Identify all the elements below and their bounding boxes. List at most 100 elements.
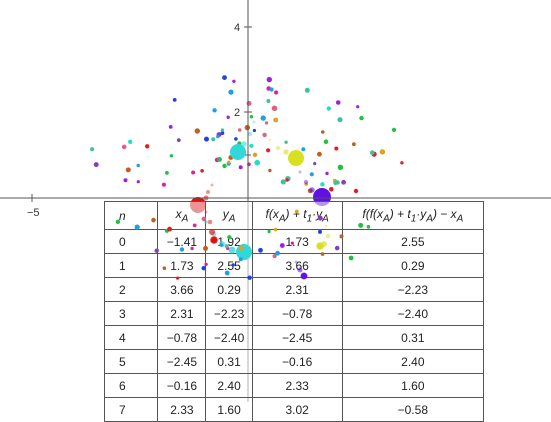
scatter-dot <box>211 137 216 142</box>
scatter-dot <box>220 131 225 136</box>
scatter-dot <box>145 144 150 149</box>
scatter-dot <box>304 182 309 186</box>
scatter-dot <box>280 179 286 185</box>
scatter-dot <box>234 137 238 141</box>
table-cell: 1 <box>103 253 159 278</box>
table-cell: 3.66 <box>157 277 207 302</box>
scatter-dot <box>228 89 234 95</box>
trail-dot <box>303 179 309 185</box>
trail-dot <box>309 187 315 193</box>
table-row: 7 2.33 1.60 3.02 −0.58 <box>103 397 485 422</box>
scatter-dot <box>90 147 95 152</box>
scatter-dot <box>353 188 359 194</box>
scatter-dot <box>125 167 131 173</box>
table-cell: −2.40 <box>341 301 485 326</box>
col-header-f-plus-t: f(xA) + t1·yA <box>251 201 343 230</box>
table-cell: 3.02 <box>251 397 343 422</box>
table-cell: 1.60 <box>341 373 485 398</box>
scatter-dot <box>334 146 339 151</box>
scatter-dot <box>391 127 397 132</box>
scatter-dot <box>284 140 288 144</box>
table-cell: 2.40 <box>341 349 485 374</box>
table-row: 3 2.31 −2.23 −0.78 −2.40 <box>103 301 485 326</box>
scatter-dot <box>400 161 404 165</box>
col-header-n: n <box>103 201 159 230</box>
scatter-dot <box>244 124 250 131</box>
table-cell: 1.60 <box>205 397 253 422</box>
trail-dot <box>252 120 256 124</box>
scatter-dot <box>266 76 272 83</box>
table-cell: −0.58 <box>341 397 485 422</box>
scatter-dot <box>274 90 279 95</box>
scatter-dot <box>252 152 258 157</box>
scatter-dot <box>337 164 344 170</box>
scatter-dot <box>359 115 364 121</box>
table-cell: 3.66 <box>251 253 343 278</box>
table-cell: 2.55 <box>205 253 253 278</box>
scatter-dot <box>273 117 279 123</box>
scatter-dot <box>301 147 306 152</box>
table-cell: 2.33 <box>251 373 343 398</box>
table-cell: 5 <box>103 349 159 374</box>
table-cell: 2 <box>103 277 159 302</box>
table-row: 1 1.73 2.55 3.66 0.29 <box>103 253 485 278</box>
x-tick-label: −5 <box>27 207 40 219</box>
scatter-dot <box>165 171 169 175</box>
scatter-dot <box>262 132 267 138</box>
table-cell: 0.29 <box>205 277 253 302</box>
table-cell: −0.78 <box>157 325 207 350</box>
trail-dot <box>268 138 272 142</box>
trail-dot <box>298 170 302 174</box>
scatter-dot <box>379 149 386 155</box>
scatter-dot <box>260 115 266 121</box>
scatter-dot <box>352 142 356 147</box>
scatter-dot <box>266 148 271 153</box>
table-cell: 0.31 <box>341 325 485 350</box>
table-row: 4 −0.78 −2.40 −2.45 0.31 <box>103 325 485 350</box>
scatter-dot <box>249 115 254 119</box>
table-row: 5 −2.45 0.31 −0.16 2.40 <box>103 349 485 374</box>
scatter-dot <box>264 121 269 125</box>
scatter-dot <box>200 169 204 173</box>
scatter-dot <box>93 162 99 168</box>
trail-blob <box>230 144 246 160</box>
scatter-dot <box>266 99 271 103</box>
scatter-dot <box>169 154 174 158</box>
scatter-dot <box>161 182 166 187</box>
trail-dot <box>210 183 214 187</box>
trail-dot <box>247 131 253 137</box>
scatter-dot <box>320 182 325 187</box>
y-tick-label-4: 4 <box>234 22 240 34</box>
scatter-dot <box>217 157 222 162</box>
scatter-dot <box>222 75 227 80</box>
scatter-dot <box>194 128 200 134</box>
scatter-dot <box>176 138 181 143</box>
scatter-dot <box>172 98 177 102</box>
scatter-dot <box>232 79 236 84</box>
table-cell: 6 <box>103 373 159 398</box>
trail-dot <box>283 149 289 155</box>
table-cell: 2.31 <box>157 301 207 326</box>
table-cell: −0.16 <box>157 373 207 398</box>
scatter-dot <box>341 179 346 185</box>
table-cell: 2.55 <box>341 229 485 254</box>
col-header-xa: xA <box>157 201 207 230</box>
table-cell: 2.33 <box>157 397 207 422</box>
scatter-dot <box>238 165 243 170</box>
scatter-dot <box>321 130 325 134</box>
scatter-dot <box>329 187 334 192</box>
scatter-dot <box>269 87 274 92</box>
y-tick-label-2: 2 <box>234 107 240 119</box>
table-row: 0 −1.41 1.92 1.73 2.55 <box>103 229 485 254</box>
table-cell: 3 <box>103 301 159 326</box>
scatter-dot <box>323 139 329 144</box>
table-row: 2 3.66 0.29 2.31 −2.23 <box>103 277 485 302</box>
scatter-dot <box>220 128 225 132</box>
scatter-dot <box>304 87 310 93</box>
particle-trails <box>190 120 331 213</box>
scatter-dot <box>128 139 133 144</box>
scatter-dot <box>254 159 260 166</box>
table-cell: 2.31 <box>251 277 343 302</box>
table-cell: 0 <box>103 229 159 254</box>
values-table: n xA yA f(xA) + t1·yA f(f(xA) + t1·yA) −… <box>103 201 485 422</box>
